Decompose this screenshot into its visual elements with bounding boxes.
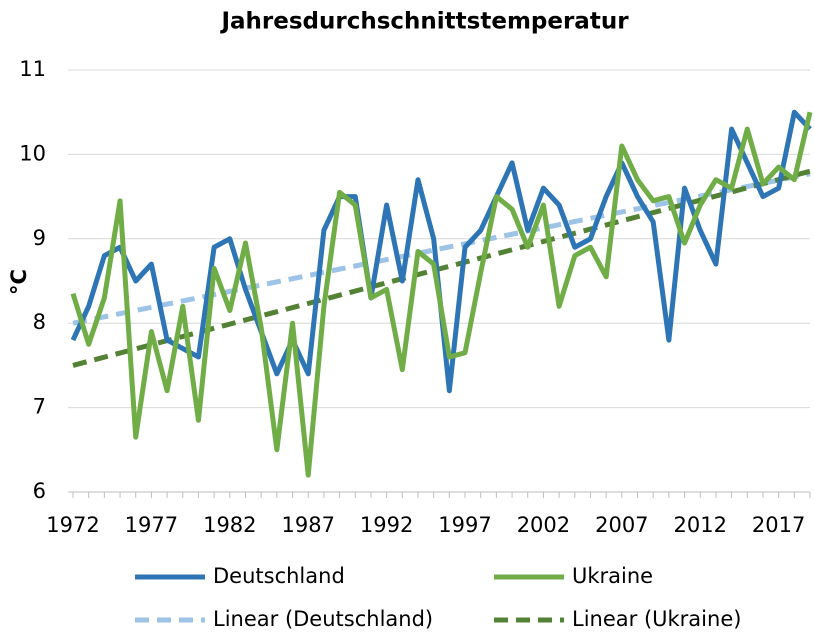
x-tick-label: 1997 <box>438 513 491 537</box>
x-tick-label: 1982 <box>203 513 256 537</box>
x-tick-label: 1987 <box>281 513 334 537</box>
chart-title: Jahresdurchschnittstemperatur <box>219 9 629 35</box>
x-tick-label: 2002 <box>517 513 570 537</box>
legend-label: Linear (Deutschland) <box>213 607 433 631</box>
y-tick-label: 11 <box>19 57 46 81</box>
y-tick-label: 8 <box>33 310 46 334</box>
y-axis-label: °C <box>7 269 31 295</box>
line-series <box>70 111 813 478</box>
x-tick-label: 1977 <box>125 513 178 537</box>
x-tick-label: 2012 <box>674 513 727 537</box>
y-tick-label: 6 <box>33 479 46 503</box>
y-tick-label: 10 <box>19 141 46 165</box>
x-tick-label: 2017 <box>752 513 805 537</box>
y-tick-label: 9 <box>33 226 46 250</box>
legend-label: Linear (Ukraine) <box>572 607 741 631</box>
legend-label: Ukraine <box>572 564 653 588</box>
trendline <box>72 168 811 368</box>
legend-label: Deutschland <box>213 564 345 588</box>
y-tick-label: 7 <box>33 395 46 419</box>
x-tick-label: 1972 <box>46 513 99 537</box>
x-tick-label: 1992 <box>360 513 413 537</box>
x-tick-label: 2007 <box>595 513 648 537</box>
